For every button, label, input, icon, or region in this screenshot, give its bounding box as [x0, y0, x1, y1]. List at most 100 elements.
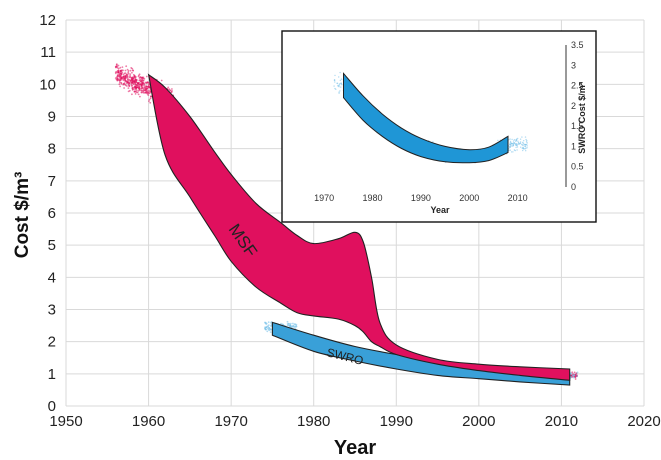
inset-scatter-point: [522, 149, 524, 152]
inset-scatter-point: [517, 140, 519, 142]
inset-scatter-point: [510, 145, 512, 147]
y-tick-label: 9: [48, 109, 56, 126]
scatter-point: [167, 86, 170, 89]
scatter-point: [130, 83, 133, 86]
scatter-point: [268, 328, 270, 331]
inset-scatter-point: [522, 144, 524, 147]
scatter-point: [135, 81, 138, 83]
scatter-point: [124, 72, 127, 75]
scatter-point: [160, 79, 163, 82]
scatter-point: [115, 66, 117, 69]
inset-scatter-point: [509, 141, 512, 144]
scatter-point: [124, 69, 127, 72]
inset-x-tick-label: 1980: [363, 193, 383, 203]
scatter-point: [135, 79, 138, 81]
scatter-point: [170, 91, 173, 94]
inset-scatter-point: [515, 143, 517, 145]
scatter-point: [141, 77, 144, 79]
scatter-point: [148, 98, 151, 101]
inset-scatter-point: [524, 148, 526, 150]
inset-x-tick-label: 2000: [459, 193, 479, 203]
inset-y-tick-label: 1: [571, 141, 576, 151]
inset-scatter-point: [516, 149, 518, 151]
scatter-point: [575, 372, 578, 375]
scatter-point: [138, 83, 141, 86]
scatter-point: [149, 101, 152, 104]
scatter-point: [122, 75, 125, 78]
scatter-point: [289, 324, 292, 327]
scatter-point: [576, 375, 578, 377]
inset-y-tick-label: 2: [571, 101, 576, 111]
scatter-point: [280, 322, 282, 325]
inset-scatter-point: [525, 150, 527, 152]
y-tick-label: 10: [39, 76, 56, 93]
inset-y-tick-label: 1.5: [571, 121, 584, 131]
scatter-point: [143, 84, 146, 87]
inset-scatter-point: [512, 144, 515, 147]
inset-x-tick-label: 1970: [314, 193, 334, 203]
scatter-point: [132, 73, 135, 76]
scatter-point: [137, 82, 140, 85]
scatter-point: [129, 73, 132, 76]
scatter-point: [134, 85, 136, 88]
inset-scatter-point: [518, 142, 520, 144]
scatter-point: [123, 87, 125, 89]
inset-scatter-point: [523, 143, 525, 146]
scatter-point: [122, 69, 124, 72]
inset-scatter-point: [509, 144, 511, 146]
scatter-point: [115, 78, 118, 81]
scatter-point: [138, 73, 141, 76]
scatter-point: [122, 83, 125, 86]
scatter-point: [143, 89, 146, 92]
scatter-point: [132, 69, 134, 72]
inset-scatter-point: [337, 85, 339, 88]
cost-bands: [147, 73, 571, 386]
scatter-point: [116, 66, 119, 69]
x-tick-label: 2000: [462, 413, 495, 430]
inset-scatter-point: [509, 140, 512, 143]
inset-scatter-point: [338, 91, 340, 93]
scatter-point: [129, 80, 132, 83]
scatter-point: [138, 85, 140, 87]
inset-scatter-point: [333, 79, 336, 81]
scatter-point: [269, 325, 272, 327]
scatter-point: [140, 89, 143, 92]
inset-scatter-point: [339, 71, 341, 74]
inset-scatter-point: [521, 144, 523, 146]
scatter-point: [264, 327, 266, 330]
inset-scatter-point: [339, 83, 341, 85]
scatter-point: [294, 323, 297, 326]
inset-scatter-point: [336, 82, 338, 85]
inset-scatter-point: [338, 76, 340, 78]
x-tick-label: 1950: [49, 413, 82, 430]
inset-scatter-point: [432, 141, 434, 143]
inset-scatter-point: [340, 86, 342, 88]
scatter-point: [264, 321, 266, 324]
scatter-point: [140, 85, 143, 88]
y-tick-label: 3: [48, 302, 56, 319]
scatter-point: [265, 322, 268, 325]
inset-y-tick-label: 0.5: [571, 162, 584, 172]
scatter-point: [171, 88, 173, 90]
scatter-point: [145, 88, 148, 91]
x-tick-label: 1960: [132, 413, 165, 430]
scatter-point: [119, 81, 121, 84]
scatter-point: [131, 86, 134, 89]
scatter-point: [146, 92, 148, 95]
scatter-point: [289, 322, 292, 325]
scatter-point: [573, 371, 576, 374]
scatter-point: [138, 88, 141, 90]
inset-scatter-point: [339, 79, 341, 82]
scatter-point: [119, 73, 121, 75]
scatter-point: [117, 69, 120, 72]
scatter-point: [143, 83, 146, 85]
scatter-point: [119, 85, 121, 88]
inset-scatter-point: [525, 138, 527, 141]
scatter-point: [126, 68, 129, 71]
inset-scatter-point: [334, 74, 336, 77]
scatter-point: [130, 67, 133, 69]
scatter-point: [129, 69, 132, 72]
scatter-point: [295, 325, 298, 327]
scatter-point: [123, 78, 125, 80]
inset-scatter-point: [516, 144, 518, 147]
